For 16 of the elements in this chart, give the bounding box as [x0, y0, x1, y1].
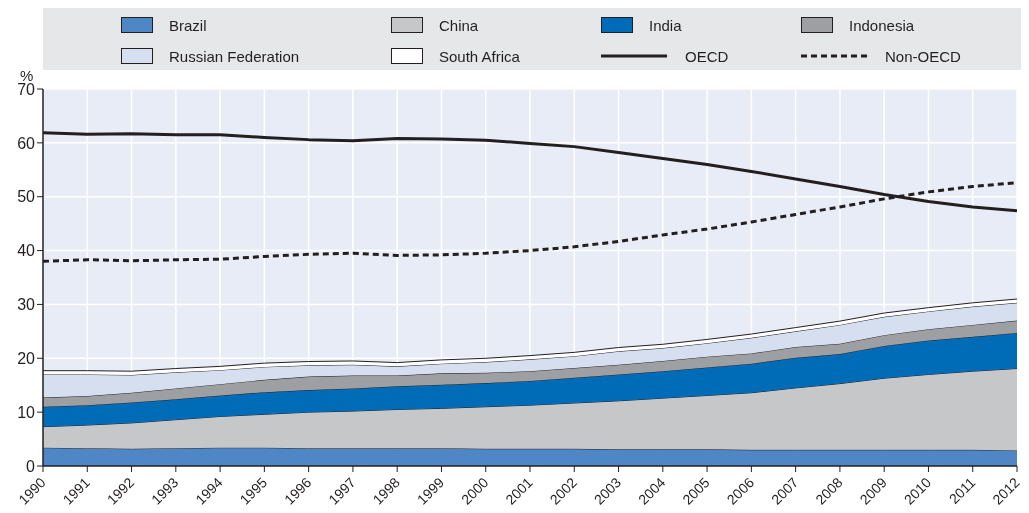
y-tick-label: 70 — [17, 80, 36, 98]
y-tick-label: 20 — [17, 349, 36, 367]
legend-label: South Africa — [439, 47, 520, 65]
legend-label: China — [439, 16, 479, 34]
y-tick-label: 40 — [17, 242, 36, 260]
legend-label: Indonesia — [849, 16, 915, 34]
y-tick-label: 30 — [17, 296, 36, 314]
legend-label: Brazil — [169, 16, 207, 34]
y-tick-label: 10 — [17, 403, 36, 421]
legend-label: Non-OECD — [885, 47, 961, 65]
legend-label: OECD — [685, 47, 729, 65]
y-tick-label: 0 — [26, 457, 36, 475]
y-tick-label: 50 — [17, 188, 36, 206]
y-tick-label: 60 — [17, 134, 36, 152]
legend-label: India — [649, 16, 682, 34]
legend-label: Russian Federation — [169, 47, 300, 65]
